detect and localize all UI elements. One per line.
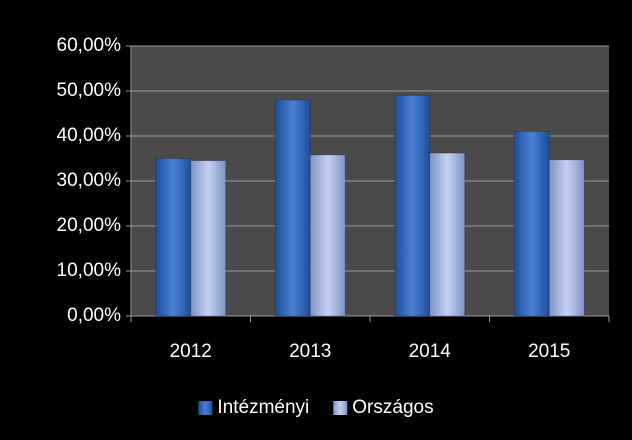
x-tick-label: 2014 bbox=[409, 341, 452, 362]
y-tick-label: 50,00% bbox=[57, 80, 122, 101]
bar bbox=[155, 158, 192, 317]
bar bbox=[274, 99, 311, 317]
legend-swatch bbox=[198, 401, 213, 415]
bar bbox=[513, 131, 550, 317]
bar bbox=[190, 160, 227, 317]
y-tick-label: 20,00% bbox=[57, 215, 122, 236]
y-tick-label: 60,00% bbox=[57, 35, 122, 56]
bar bbox=[394, 95, 431, 317]
x-tick-label: 2012 bbox=[170, 341, 212, 362]
bar bbox=[548, 159, 585, 317]
y-tick-label: 0,00% bbox=[67, 305, 121, 326]
legend-swatch bbox=[333, 401, 348, 415]
y-tick-label: 40,00% bbox=[57, 125, 122, 146]
x-tick-label: 2013 bbox=[289, 341, 331, 362]
bar bbox=[309, 154, 346, 317]
legend-label: Intézményi bbox=[217, 397, 309, 418]
bar bbox=[429, 152, 466, 317]
x-tick-label: 2015 bbox=[528, 341, 570, 362]
y-tick-label: 30,00% bbox=[57, 170, 122, 191]
legend-label: Országos bbox=[352, 397, 433, 418]
y-tick-label: 10,00% bbox=[57, 260, 122, 281]
